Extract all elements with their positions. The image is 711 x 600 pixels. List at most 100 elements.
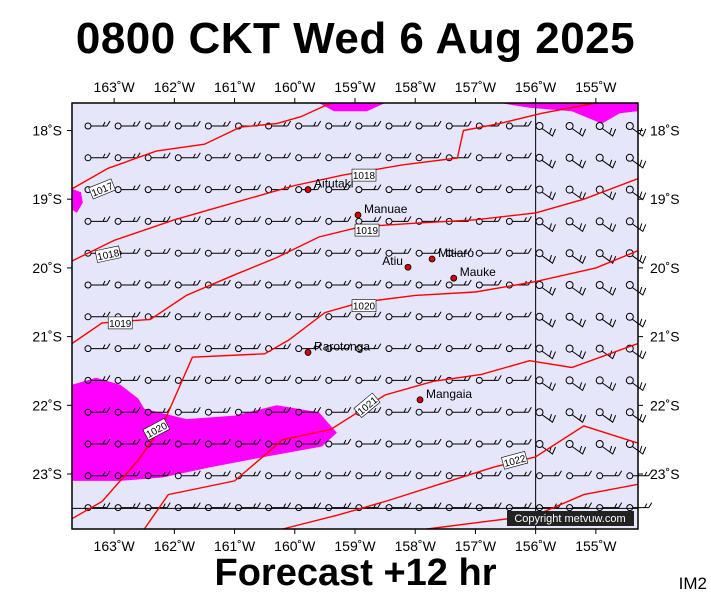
wind-barb: [114, 184, 141, 194]
wind-barb: [566, 502, 593, 512]
wind-barb: [235, 343, 261, 353]
lon-tick-label-top: 161˚W: [214, 79, 256, 95]
wind-barb: [174, 406, 201, 416]
wind-barb: [445, 311, 472, 321]
wind-barb: [204, 152, 231, 162]
wind-barb: [174, 120, 201, 130]
lon-tick-label-bottom: 155˚W: [575, 538, 617, 554]
wind-barb: [385, 375, 412, 384]
wind-barb-grid: [84, 120, 653, 512]
wind-barb: [325, 152, 352, 162]
wind-barb: [536, 470, 562, 480]
wind-barb: [475, 470, 502, 480]
wind-barb: [595, 440, 617, 455]
wind-barb: [144, 216, 171, 225]
wind-barb: [415, 184, 442, 194]
wind-barb: [174, 438, 201, 448]
wind-barb: [625, 376, 647, 392]
wind-barb: [84, 120, 111, 130]
wind-barb: [535, 408, 556, 423]
wind-barb: [385, 279, 412, 289]
wind-barb: [235, 184, 261, 194]
wind-barb: [385, 247, 412, 257]
wind-barb: [625, 344, 647, 360]
lat-tick-label-right: 23˚S: [650, 466, 680, 482]
wind-barb: [595, 217, 617, 233]
place-label: Atiu: [382, 254, 403, 268]
wind-barb: [235, 216, 261, 225]
wind-barb: [566, 470, 593, 480]
wind-barb: [144, 247, 171, 257]
wind-barb: [565, 217, 587, 233]
wind-barb: [445, 438, 472, 448]
wind-barb: [204, 375, 231, 384]
lat-tick-label-left: 23˚S: [32, 466, 62, 482]
wind-barb: [355, 311, 382, 321]
lon-tick-label-top: 158˚W: [395, 79, 437, 95]
precip-area: [318, 103, 386, 112]
wind-barb: [625, 122, 647, 137]
lat-tick-label-right: 19˚S: [650, 191, 680, 207]
town-marker: [428, 255, 436, 263]
wind-barb: [174, 279, 201, 289]
wind-barb: [415, 470, 442, 480]
wind-barb: [535, 249, 556, 264]
wind-barb: [144, 279, 171, 289]
wind-barb: [595, 153, 617, 169]
wind-barb: [84, 406, 111, 416]
wind-barb: [415, 120, 442, 130]
wind-barb: [505, 343, 532, 353]
copyright-text: Copyright metvuw.com: [514, 513, 625, 525]
wind-barb: [295, 120, 322, 130]
wind-barb: [295, 311, 322, 321]
precip-area: [499, 103, 638, 124]
wind-barb: [355, 438, 382, 448]
wind-barb: [445, 184, 472, 194]
wind-barb: [325, 120, 352, 130]
lon-tick-label-top: 163˚W: [94, 79, 136, 95]
wind-barb: [265, 120, 292, 130]
wind-barb: [235, 438, 261, 448]
wind-barb: [385, 406, 412, 416]
wind-barb: [355, 247, 382, 257]
wind-barb: [596, 470, 623, 480]
wind-barb: [596, 502, 623, 512]
lat-tick-label-left: 20˚S: [32, 260, 62, 276]
axis-ticks: 163˚W 163˚W 162˚W 162˚W 161˚W 161˚W 160˚W 160˚W…: [32, 79, 679, 554]
wind-barb: [325, 216, 352, 225]
lon-tick-label-top: 162˚W: [154, 79, 196, 95]
wind-barb: [355, 470, 382, 480]
wind-barb: [595, 376, 617, 392]
isobar-line: [143, 342, 639, 530]
wind-barb: [235, 502, 261, 512]
wind-barb: [535, 344, 556, 360]
place-label: Mauke: [460, 265, 496, 279]
wind-barb: [505, 502, 532, 512]
wind-barb: [415, 279, 442, 289]
wind-barb: [505, 438, 532, 448]
wind-barb: [475, 279, 502, 289]
wind-barb: [204, 406, 231, 416]
wind-barb: [295, 279, 322, 289]
wind-barb: [325, 279, 352, 289]
wind-barb: [595, 122, 617, 137]
wind-barb: [204, 438, 231, 448]
wind-barb: [235, 279, 261, 289]
wind-barb: [625, 408, 647, 423]
wind-barb: [625, 281, 647, 296]
wind-barb: [385, 120, 412, 130]
wind-barb: [415, 311, 442, 321]
wind-barb: [505, 184, 532, 194]
isobar-label: 1018: [94, 245, 122, 263]
wind-barb: [475, 311, 502, 321]
town-marker: [304, 186, 312, 193]
wind-barb: [385, 343, 412, 353]
wind-barb: [475, 184, 502, 194]
precip-area: [72, 377, 337, 481]
wind-barb: [565, 281, 587, 296]
wind-barb: [265, 502, 292, 512]
wind-barb: [174, 311, 201, 321]
lon-tick-label-top: 156˚W: [515, 79, 557, 95]
wind-barb: [265, 152, 292, 162]
